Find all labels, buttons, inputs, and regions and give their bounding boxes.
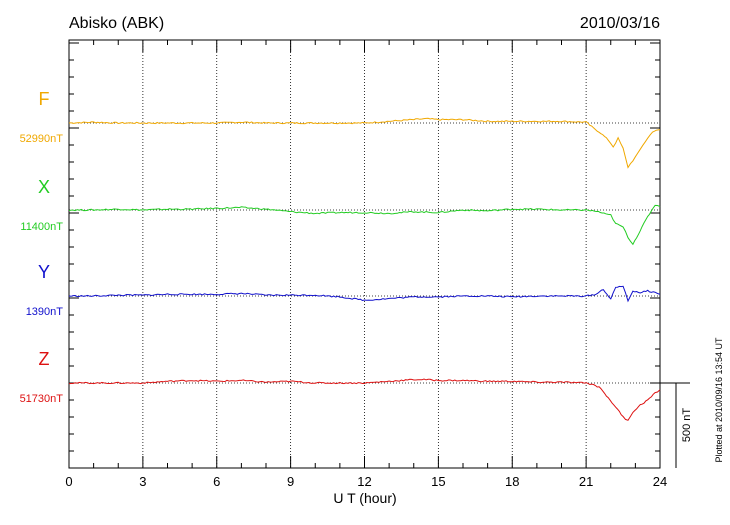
scale-bar: 500 nT <box>660 382 693 468</box>
series-line-y <box>68 285 661 303</box>
series-name-y: Y <box>38 262 50 282</box>
x-tick-label: 18 <box>505 474 519 489</box>
axis-ticks <box>68 40 661 468</box>
x-tick-labels: 0 3 6 9 12 15 18 21 24 <box>65 474 667 489</box>
x-axis-label: U T (hour) <box>333 490 396 506</box>
series-name-x: X <box>38 177 50 197</box>
series-line-x <box>68 204 661 246</box>
x-tick-label: 24 <box>653 474 667 489</box>
x-tick-label: 9 <box>287 474 294 489</box>
x-tick-label: 3 <box>139 474 146 489</box>
series-baseline-value-x: 11400nT <box>20 221 63 233</box>
x-tick-label: 12 <box>357 474 371 489</box>
series-line-f <box>68 117 661 169</box>
x-tick-label: 21 <box>579 474 593 489</box>
series-name-f: F <box>39 89 50 109</box>
series-name-z: Z <box>39 349 50 369</box>
series-labels: F 52990nT X 11400nT Y 1390nT Z 51730nT <box>20 89 64 405</box>
x-tick-label: 6 <box>213 474 220 489</box>
series-baseline-value-f: 52990nT <box>20 133 64 145</box>
series-baseline-value-z: 51730nT <box>20 393 64 405</box>
series-line-z <box>68 378 661 421</box>
scale-bar-label: 500 nT <box>681 408 693 443</box>
series-layer <box>68 117 661 421</box>
series-baseline-value-y: 1390nT <box>26 306 64 318</box>
grid-lines <box>142 40 587 468</box>
x-tick-label: 15 <box>431 474 445 489</box>
chart-date: 2010/03/16 <box>580 15 660 32</box>
chart-title: Abisko (ABK) <box>69 15 164 32</box>
x-tick-label: 0 <box>65 474 72 489</box>
plot-timestamp: Plotted at 2010/09/16 13:54 UT <box>714 337 724 463</box>
